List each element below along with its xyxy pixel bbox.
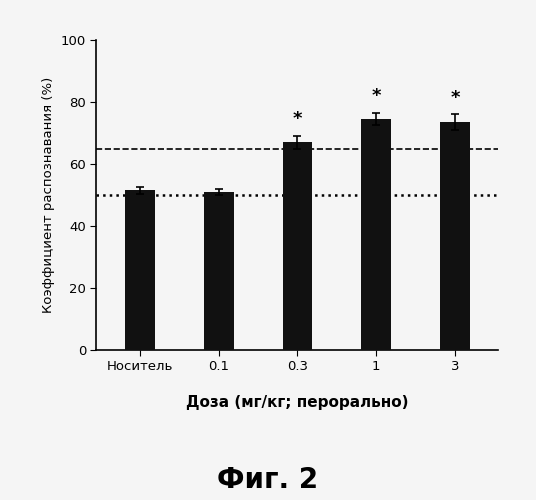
Text: *: * (371, 87, 381, 105)
Bar (125, 190, 155, 350)
Bar (204, 192, 234, 350)
Bar (440, 122, 470, 350)
Text: Доза (мг/кг; перорально): Доза (мг/кг; перорально) (186, 395, 409, 410)
Bar (282, 142, 312, 350)
Text: *: * (293, 110, 302, 128)
Text: Фиг. 2: Фиг. 2 (218, 466, 318, 494)
Y-axis label: Коэффициент распознавания (%): Коэффициент распознавания (%) (42, 77, 55, 313)
Text: *: * (450, 88, 460, 106)
Bar (361, 119, 391, 350)
